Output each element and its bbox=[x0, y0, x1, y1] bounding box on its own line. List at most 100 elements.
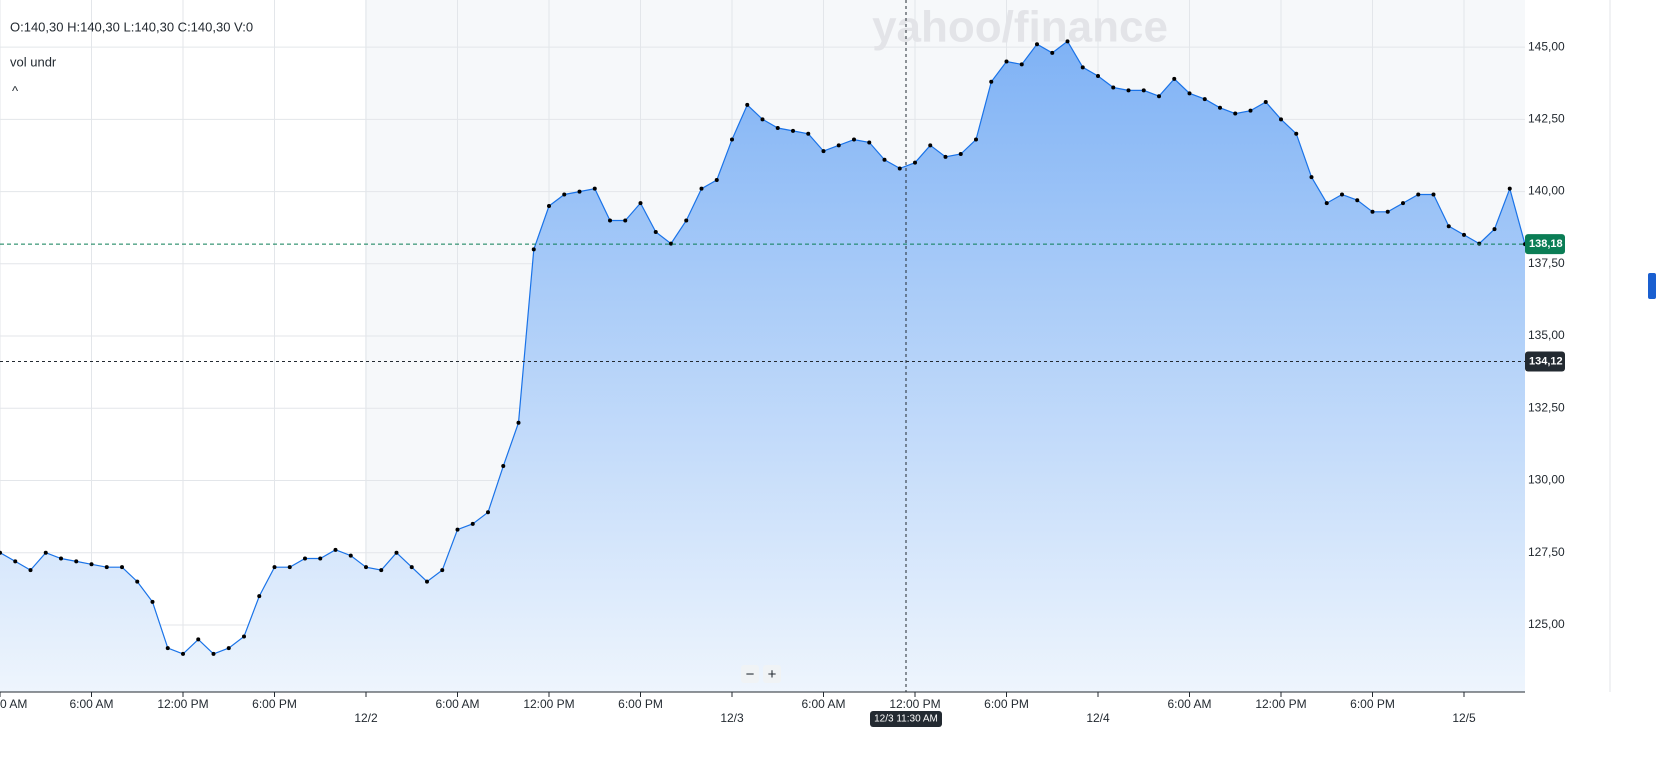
x-tick-label: 12:00 PM bbox=[157, 697, 208, 711]
x-tick-label: 12:00 PM bbox=[889, 697, 940, 711]
price-point bbox=[1248, 108, 1253, 113]
price-point bbox=[0, 550, 2, 555]
price-point bbox=[1202, 97, 1207, 102]
price-point bbox=[1141, 88, 1146, 93]
price-point bbox=[562, 192, 567, 197]
price-point bbox=[760, 117, 765, 122]
price-point bbox=[882, 157, 887, 162]
price-point bbox=[1035, 42, 1039, 47]
price-point bbox=[1080, 65, 1085, 70]
watermark: yahoo/finance bbox=[872, 3, 1168, 52]
price-point bbox=[1157, 94, 1161, 99]
price-point bbox=[1050, 50, 1055, 55]
price-point bbox=[867, 140, 872, 145]
price-point bbox=[486, 510, 490, 515]
price-point bbox=[989, 79, 994, 84]
price-point bbox=[1187, 91, 1192, 96]
crosshair-y-label: 134,12 bbox=[1529, 355, 1563, 367]
price-point bbox=[1340, 192, 1344, 197]
y-tick-label: 127,50 bbox=[1528, 545, 1565, 559]
x-tick-label: 6:00 AM bbox=[69, 697, 113, 711]
price-point bbox=[1507, 186, 1512, 191]
crosshair-y-tag bbox=[1525, 351, 1565, 372]
price-point bbox=[470, 521, 475, 526]
y-tick-label: 130,00 bbox=[1528, 473, 1565, 487]
x-tick-label: 6:00 AM bbox=[801, 697, 845, 711]
x-tick-label: 6:00 PM bbox=[252, 697, 297, 711]
price-point bbox=[775, 125, 780, 130]
y-tick-label: 145,00 bbox=[1528, 39, 1565, 53]
price-point bbox=[150, 599, 155, 604]
price-point bbox=[1492, 227, 1497, 232]
y-tick-label: 140,00 bbox=[1528, 184, 1565, 198]
price-point bbox=[1218, 105, 1222, 110]
x-tick-label: 0 AM bbox=[0, 697, 27, 711]
price-point bbox=[303, 556, 307, 561]
price-area bbox=[0, 41, 1525, 693]
x-tick-label: 12/3 bbox=[720, 711, 744, 725]
y-tick-label: 142,50 bbox=[1528, 112, 1565, 126]
price-point bbox=[1431, 192, 1436, 197]
crosshair-x-tag bbox=[870, 711, 942, 727]
price-point bbox=[1096, 73, 1100, 78]
price-point bbox=[364, 565, 368, 570]
price-point bbox=[1294, 131, 1299, 136]
price-point bbox=[684, 218, 689, 223]
price-point bbox=[623, 218, 628, 223]
y-tick-label: 137,50 bbox=[1528, 256, 1565, 270]
side-tab[interactable] bbox=[1648, 273, 1656, 299]
x-tick-label: 12/5 bbox=[1452, 711, 1476, 725]
y-tick-label: 132,50 bbox=[1528, 400, 1565, 414]
price-point bbox=[1324, 201, 1329, 206]
zoom-button[interactable]: + bbox=[768, 666, 777, 683]
price-point bbox=[333, 547, 338, 552]
price-point bbox=[928, 143, 933, 148]
price-point bbox=[226, 646, 231, 651]
price-point bbox=[165, 646, 170, 651]
price-point bbox=[1309, 175, 1314, 180]
x-tick-label: 12:00 PM bbox=[1255, 697, 1306, 711]
price-point bbox=[1172, 76, 1177, 81]
price-point bbox=[958, 152, 963, 157]
price-point bbox=[28, 568, 33, 573]
zoom-button-bg bbox=[741, 665, 759, 683]
price-point bbox=[516, 420, 521, 425]
price-point bbox=[287, 565, 292, 570]
x-tick-label: 12:00 PM bbox=[523, 697, 574, 711]
price-point bbox=[1279, 117, 1283, 122]
price-point bbox=[120, 565, 124, 570]
y-tick-label: 135,00 bbox=[1528, 328, 1565, 342]
price-point bbox=[135, 579, 140, 584]
price-point bbox=[943, 154, 948, 159]
price-point bbox=[1004, 59, 1009, 64]
price-point bbox=[821, 149, 826, 154]
price-point bbox=[409, 565, 414, 570]
zoom-button[interactable]: − bbox=[746, 666, 755, 683]
x-tick-label: 6:00 PM bbox=[618, 697, 663, 711]
price-point bbox=[59, 556, 63, 561]
price-point bbox=[394, 550, 399, 555]
x-tick-label: 12/2 bbox=[354, 711, 378, 725]
price-point bbox=[592, 186, 597, 191]
price-point bbox=[653, 230, 658, 235]
price-point bbox=[714, 178, 719, 183]
price-point bbox=[501, 464, 506, 469]
price-point bbox=[791, 128, 795, 133]
last-price-tag bbox=[1525, 234, 1565, 255]
price-point bbox=[531, 247, 536, 252]
price-point bbox=[104, 565, 109, 570]
price-point bbox=[181, 651, 185, 656]
price-point bbox=[1065, 39, 1070, 44]
price-point bbox=[1370, 209, 1375, 214]
price-point bbox=[1385, 209, 1390, 214]
price-point bbox=[638, 201, 643, 206]
price-point bbox=[669, 241, 673, 246]
price-point bbox=[74, 559, 79, 564]
indicator-label[interactable]: vol undr bbox=[10, 54, 57, 69]
price-point bbox=[440, 568, 445, 573]
price-point bbox=[836, 143, 841, 148]
collapse-button[interactable]: ^ bbox=[12, 83, 19, 98]
price-point bbox=[13, 559, 18, 564]
price-point bbox=[1401, 201, 1405, 206]
price-point bbox=[318, 556, 323, 561]
